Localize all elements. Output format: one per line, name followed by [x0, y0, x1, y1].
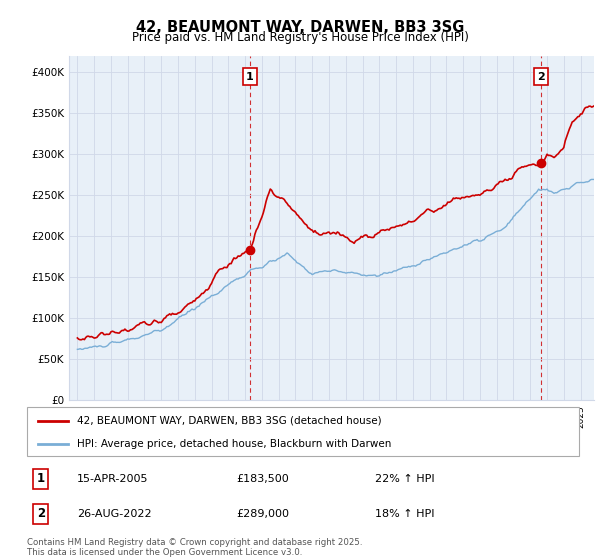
- Text: 42, BEAUMONT WAY, DARWEN, BB3 3SG: 42, BEAUMONT WAY, DARWEN, BB3 3SG: [136, 20, 464, 35]
- Text: £289,000: £289,000: [237, 509, 290, 519]
- Text: 26-AUG-2022: 26-AUG-2022: [77, 509, 151, 519]
- Text: HPI: Average price, detached house, Blackburn with Darwen: HPI: Average price, detached house, Blac…: [77, 439, 391, 449]
- Text: Contains HM Land Registry data © Crown copyright and database right 2025.
This d: Contains HM Land Registry data © Crown c…: [27, 538, 362, 557]
- Text: 22% ↑ HPI: 22% ↑ HPI: [375, 474, 434, 484]
- Text: Price paid vs. HM Land Registry's House Price Index (HPI): Price paid vs. HM Land Registry's House …: [131, 31, 469, 44]
- Text: £183,500: £183,500: [237, 474, 290, 484]
- Text: 2: 2: [537, 72, 545, 82]
- Text: 15-APR-2005: 15-APR-2005: [77, 474, 148, 484]
- Text: 1: 1: [246, 72, 254, 82]
- Text: 18% ↑ HPI: 18% ↑ HPI: [375, 509, 434, 519]
- FancyBboxPatch shape: [27, 407, 579, 456]
- Text: 2: 2: [37, 507, 45, 520]
- Text: 1: 1: [37, 472, 45, 486]
- Text: 42, BEAUMONT WAY, DARWEN, BB3 3SG (detached house): 42, BEAUMONT WAY, DARWEN, BB3 3SG (detac…: [77, 416, 382, 426]
